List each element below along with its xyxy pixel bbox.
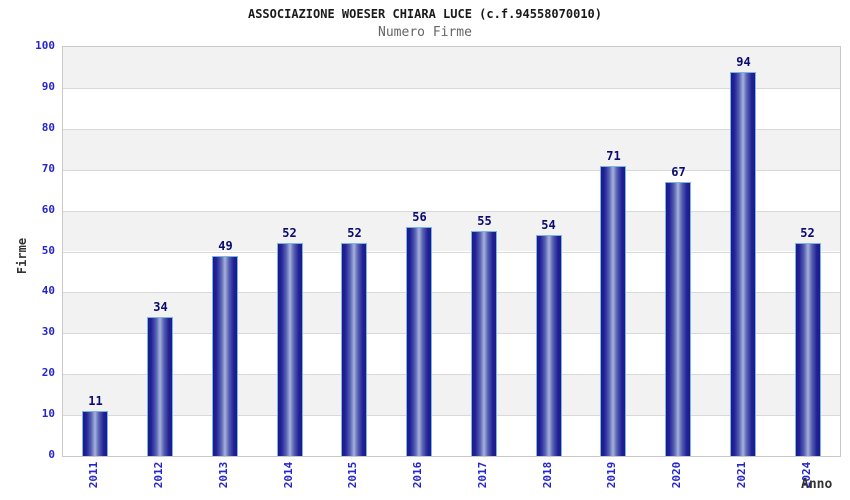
- gridline: [63, 333, 840, 335]
- bar-2017: [471, 231, 497, 456]
- bar-value-label: 71: [606, 149, 621, 163]
- y-tick-label: 20: [41, 366, 55, 380]
- bar-2018: [536, 235, 562, 456]
- x-tick-label-2012: 2012: [152, 461, 165, 489]
- plot-band: [63, 88, 840, 129]
- plot-band: [63, 252, 840, 293]
- y-tick-label: 10: [41, 407, 55, 421]
- bar-2015: [341, 243, 367, 456]
- y-tick-label: 40: [41, 284, 55, 298]
- plot-band: [63, 170, 840, 211]
- y-tick-label: 60: [41, 202, 55, 216]
- plot-band: [63, 333, 840, 374]
- x-tick-label-2018: 2018: [541, 461, 554, 489]
- x-tick-label-2016: 2016: [411, 461, 424, 489]
- plot-band: [63, 210, 840, 252]
- plot-band: [63, 374, 840, 416]
- chart-subtitle: Numero Firme: [378, 25, 472, 40]
- x-tick-label-2017: 2017: [476, 461, 489, 489]
- plot-area: 11 34 49 52 52 56 55 54 71 67 94 52: [62, 46, 841, 457]
- x-tick-label-2014: 2014: [282, 461, 295, 489]
- plot-band: [63, 128, 840, 170]
- bar-2020: [665, 182, 691, 456]
- gridline: [63, 210, 840, 212]
- gridline: [63, 87, 840, 89]
- gridline: [63, 292, 840, 294]
- y-tick-label: 50: [41, 243, 55, 257]
- gridline: [63, 251, 840, 253]
- bar-2016: [406, 227, 432, 456]
- x-tick-label-2020: 2020: [670, 461, 683, 489]
- gridline: [63, 128, 840, 130]
- y-tick-label: 70: [41, 161, 55, 175]
- bar-value-label: 52: [347, 226, 362, 240]
- plot-band: [63, 292, 840, 334]
- y-tick-label: 80: [41, 120, 55, 134]
- gridline: [63, 169, 840, 171]
- bar-2014: [277, 243, 303, 456]
- x-tick-label-2015: 2015: [346, 461, 359, 489]
- plot-band: [63, 47, 840, 88]
- y-tick-label: 0: [48, 448, 55, 461]
- bar-2024: [795, 243, 821, 456]
- gridline: [63, 374, 840, 376]
- bar-value-label: 34: [153, 300, 168, 314]
- bar-value-label: 94: [736, 55, 751, 69]
- bar-2013: [212, 256, 238, 456]
- bar-value-label: 11: [88, 394, 103, 408]
- bar-value-label: 52: [282, 226, 297, 240]
- x-tick-label-2021: 2021: [735, 461, 748, 489]
- gridline: [63, 415, 840, 417]
- bar-value-label: 54: [541, 218, 556, 232]
- bar-value-label: 56: [412, 210, 427, 224]
- y-tick-label: 90: [41, 79, 55, 93]
- bar-value-label: 67: [671, 165, 686, 179]
- x-tick-label-2013: 2013: [217, 461, 230, 489]
- y-tick-label: 30: [41, 325, 55, 339]
- plot-band: [63, 415, 840, 456]
- bar-value-label: 52: [800, 226, 815, 240]
- bar-2021: [730, 72, 756, 456]
- bar-2011: [82, 411, 108, 456]
- bar-value-label: 55: [477, 214, 492, 228]
- bar-value-label: 49: [218, 239, 233, 253]
- chart-title: ASSOCIAZIONE WOESER CHIARA LUCE (c.f.945…: [247, 7, 602, 21]
- x-axis-title: Anno: [801, 477, 833, 492]
- bar-2019: [600, 166, 626, 456]
- x-tick-label-2019: 2019: [605, 461, 618, 489]
- x-tick-label-2011: 2011: [87, 461, 100, 489]
- y-tick-label: 100: [35, 39, 55, 52]
- bar-2012: [147, 317, 173, 456]
